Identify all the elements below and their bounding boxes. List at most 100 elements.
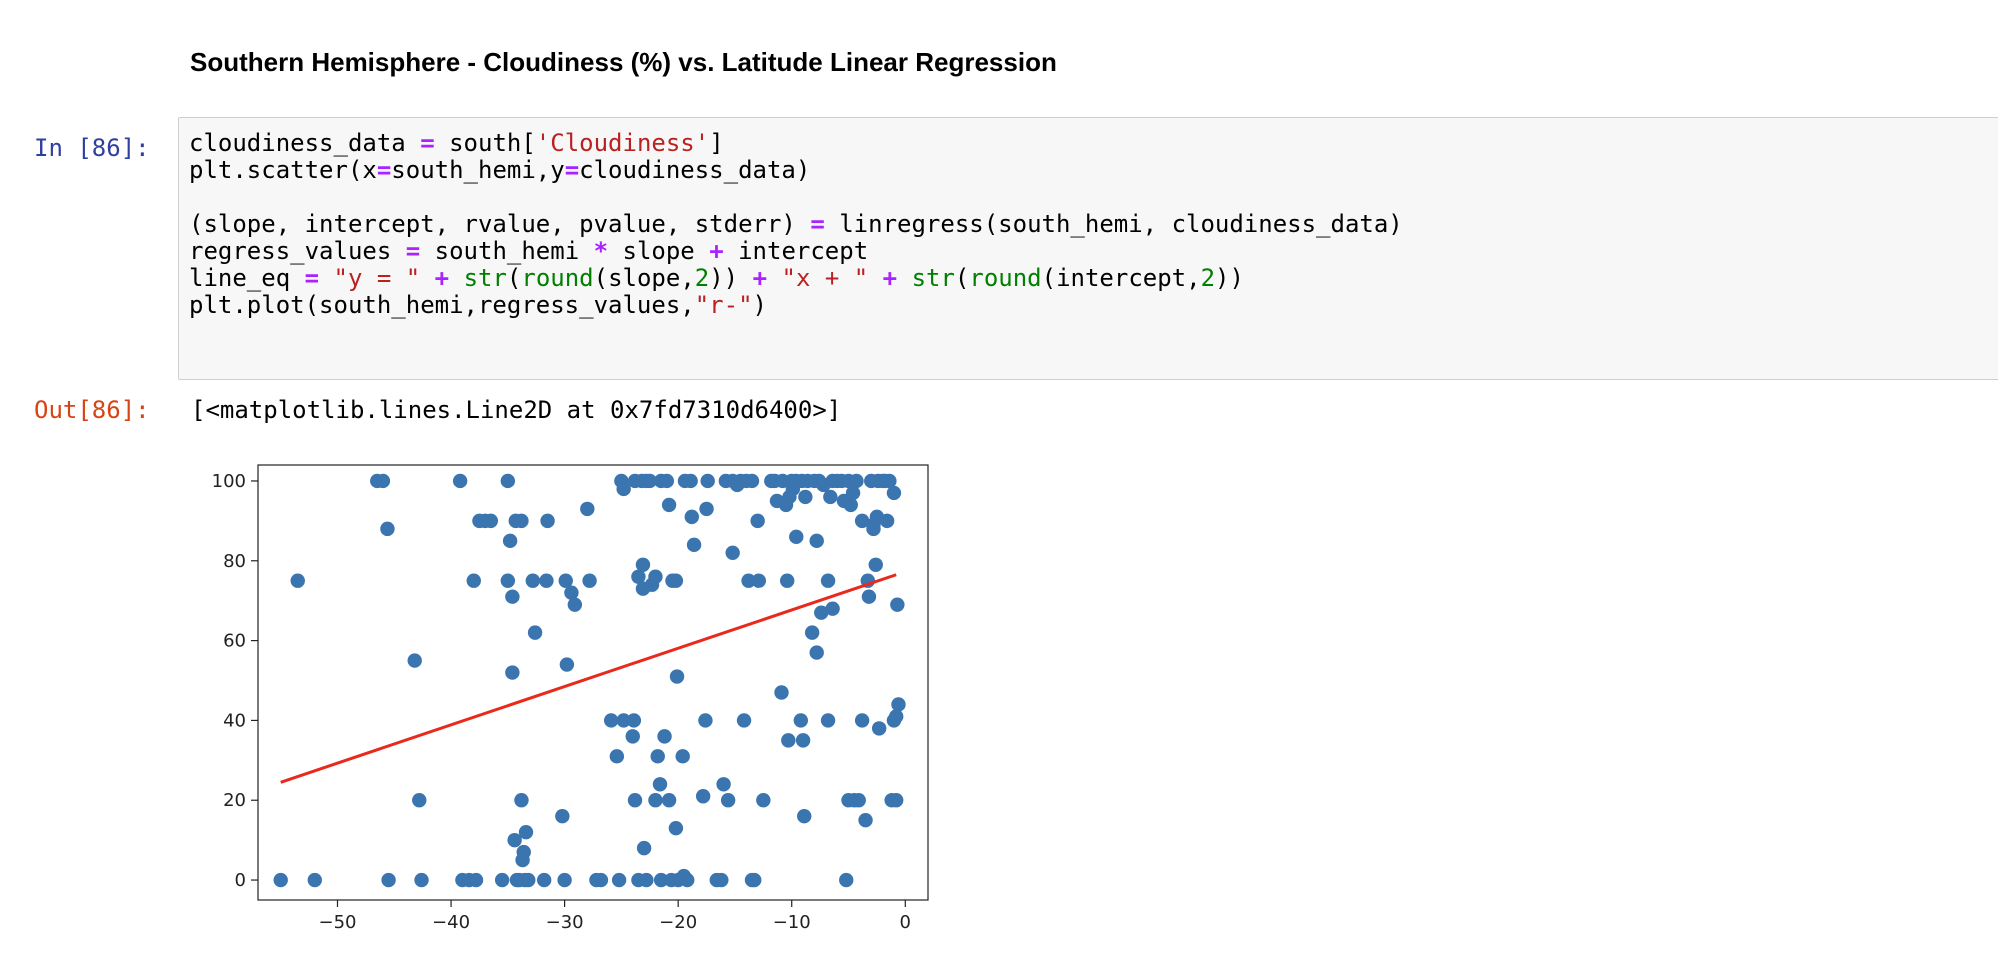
scatter-point bbox=[505, 665, 520, 680]
code-line: cloudiness_data = south['Cloudiness'] bbox=[189, 129, 724, 157]
scatter-point bbox=[741, 573, 756, 588]
code-cell-editor[interactable]: cloudiness_data = south['Cloudiness'] pl… bbox=[178, 117, 1998, 380]
scatter-point bbox=[642, 473, 657, 489]
scatter-point bbox=[452, 473, 468, 489]
scatter-point bbox=[412, 793, 427, 808]
scatter-point bbox=[631, 569, 646, 584]
scatter-point bbox=[567, 597, 583, 612]
scatter-point bbox=[751, 573, 766, 588]
output-prompt: Out[86]: bbox=[34, 396, 150, 424]
code-token bbox=[767, 264, 781, 292]
code-token: + bbox=[434, 264, 450, 292]
y-tick-label: 60 bbox=[223, 631, 246, 652]
scatter-point bbox=[652, 777, 668, 792]
scatter-point bbox=[725, 545, 740, 560]
scatter-point bbox=[625, 729, 640, 744]
scatter-point bbox=[507, 832, 522, 848]
x-tick-label: −50 bbox=[318, 912, 356, 933]
scatter-point bbox=[747, 872, 762, 888]
scatter-point bbox=[648, 793, 663, 808]
scatter-point bbox=[521, 872, 536, 888]
code-token: "x + " bbox=[781, 264, 869, 292]
code-token: + bbox=[752, 264, 768, 292]
scatter-point bbox=[825, 601, 840, 616]
code-token: ) bbox=[752, 291, 767, 319]
code-token: cloudiness_data) bbox=[579, 156, 811, 184]
scatter-point bbox=[736, 713, 752, 728]
code-token: 2 bbox=[694, 264, 710, 292]
scatter-point bbox=[539, 573, 554, 588]
scatter-point bbox=[851, 793, 866, 808]
x-tick-label: −10 bbox=[773, 912, 811, 933]
code-token bbox=[319, 264, 333, 292]
scatter-point bbox=[695, 789, 711, 804]
scatter-point bbox=[871, 721, 887, 736]
scatter-point bbox=[890, 597, 905, 612]
code-token: )) bbox=[709, 264, 753, 292]
scatter-point bbox=[779, 573, 795, 588]
scatter-point bbox=[698, 713, 713, 728]
scatter-point bbox=[290, 573, 305, 588]
scatter-point bbox=[744, 473, 760, 489]
scatter-point bbox=[668, 573, 684, 588]
code-token: linregress(south_hemi, cloudiness_data) bbox=[824, 210, 1403, 238]
scatter-point bbox=[648, 569, 663, 584]
code-token: (slope, bbox=[593, 264, 695, 292]
scatter-point bbox=[516, 844, 531, 860]
scatter-point bbox=[611, 872, 627, 888]
scatter-point bbox=[849, 473, 864, 489]
code-token bbox=[897, 264, 911, 292]
code-token: + bbox=[882, 264, 898, 292]
scatter-point bbox=[804, 625, 820, 640]
code-token bbox=[868, 264, 882, 292]
scatter-point bbox=[886, 485, 902, 501]
scatter-point bbox=[756, 793, 771, 808]
scatter-point bbox=[657, 729, 672, 744]
code-token: round bbox=[521, 264, 594, 292]
scatter-point bbox=[500, 473, 516, 489]
scatter-point bbox=[527, 625, 543, 640]
scatter-point bbox=[814, 605, 829, 620]
scatter-point bbox=[861, 589, 877, 604]
scatter-point bbox=[559, 657, 575, 672]
scatter-point bbox=[381, 872, 396, 888]
code-line: plt.plot(south_hemi,regress_values,"r-") bbox=[189, 291, 767, 319]
code-token: plt.plot(south_hemi,regress_values, bbox=[189, 291, 695, 319]
scatter-point bbox=[839, 872, 854, 888]
scatter-point bbox=[684, 509, 699, 525]
scatter-point bbox=[500, 573, 516, 588]
code-token: str bbox=[463, 264, 507, 292]
scatter-point bbox=[858, 812, 873, 828]
scatter-point bbox=[820, 713, 836, 728]
scatter-point bbox=[555, 808, 570, 824]
scatter-point bbox=[820, 573, 836, 588]
code-line: (slope, intercept, rvalue, pvalue, stder… bbox=[189, 210, 1403, 238]
code-token: = bbox=[405, 237, 421, 265]
scatter-point bbox=[795, 733, 811, 748]
x-tick-label: −40 bbox=[432, 912, 470, 933]
scatter-point bbox=[653, 872, 669, 888]
scatter-point bbox=[603, 713, 619, 728]
scatter-point bbox=[582, 573, 597, 588]
scatter-point bbox=[627, 793, 643, 808]
scatter-point bbox=[882, 473, 897, 489]
scatter-point bbox=[518, 824, 534, 840]
code-token: (slope, intercept, rvalue, pvalue, stder… bbox=[189, 210, 811, 238]
scatter-point bbox=[650, 749, 665, 764]
code-token: "r-" bbox=[694, 291, 753, 319]
scatter-point bbox=[514, 513, 529, 529]
scatter-point bbox=[793, 713, 809, 728]
scatter-point bbox=[616, 481, 631, 497]
x-tick-label: 0 bbox=[900, 912, 911, 933]
scatter-point bbox=[774, 685, 789, 700]
code-token: = bbox=[376, 156, 392, 184]
scatter-point bbox=[700, 473, 715, 489]
scatter-point bbox=[564, 585, 579, 600]
scatter-point bbox=[616, 713, 631, 728]
code-token: "y = " bbox=[333, 264, 421, 292]
code-line: regress_values = south_hemi * slope + in… bbox=[189, 237, 868, 265]
scatter-point bbox=[668, 820, 684, 836]
y-tick-label: 0 bbox=[235, 870, 246, 891]
scatter-point bbox=[609, 749, 625, 764]
scatter-point bbox=[635, 557, 651, 572]
